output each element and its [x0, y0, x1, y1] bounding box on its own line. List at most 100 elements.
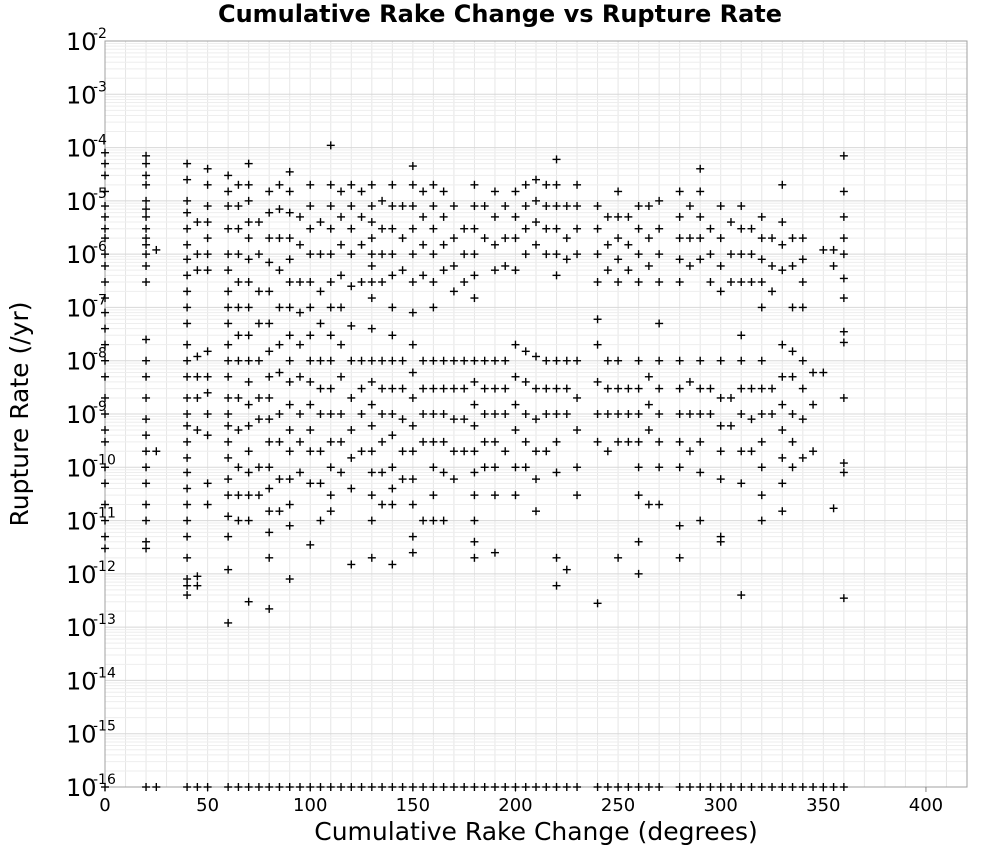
- data-point: [101, 148, 109, 157]
- data-point: [511, 234, 520, 243]
- data-point: [367, 491, 376, 500]
- y-tick-exponent: -5: [93, 186, 107, 202]
- data-point: [788, 347, 797, 356]
- y-tick-exponent: -12: [93, 559, 116, 575]
- data-point: [398, 447, 407, 456]
- data-point: [244, 159, 253, 168]
- data-point: [408, 308, 417, 317]
- data-point: [644, 500, 653, 509]
- data-point: [183, 410, 192, 418]
- data-point: [347, 282, 356, 291]
- data-point: [675, 437, 684, 446]
- data-point: [224, 202, 233, 211]
- data-point: [429, 410, 438, 418]
- data-point: [768, 234, 777, 243]
- data-point: [357, 783, 366, 791]
- data-point: [142, 205, 151, 214]
- data-point: [388, 331, 397, 340]
- data-point: [265, 463, 274, 472]
- data-point: [378, 224, 387, 233]
- data-point: [552, 224, 561, 233]
- data-point: [716, 783, 725, 791]
- data-point: [378, 250, 387, 259]
- data-point: [183, 159, 192, 168]
- data-point: [573, 426, 582, 435]
- data-point: [798, 415, 807, 424]
- data-point: [839, 327, 848, 336]
- data-point: [244, 468, 253, 477]
- data-point: [624, 240, 633, 249]
- data-point: [244, 356, 253, 365]
- data-point: [624, 437, 633, 446]
- data-point: [470, 421, 479, 430]
- data-point: [757, 234, 766, 243]
- data-point: [388, 271, 397, 280]
- data-point: [778, 479, 787, 488]
- data-point: [347, 250, 356, 259]
- data-point: [295, 410, 304, 418]
- data-markers: [101, 141, 848, 791]
- data-point: [419, 384, 428, 393]
- data-point: [470, 537, 479, 546]
- data-point: [675, 553, 684, 562]
- data-point: [634, 250, 643, 259]
- data-point: [470, 271, 479, 280]
- data-point: [142, 431, 151, 440]
- data-point: [449, 261, 458, 270]
- data-point: [419, 516, 428, 525]
- data-point: [101, 234, 109, 243]
- data-point: [306, 224, 315, 233]
- data-point: [142, 447, 151, 456]
- data-point: [224, 340, 233, 349]
- data-point: [490, 187, 499, 196]
- y-tick-label: 10: [66, 667, 97, 695]
- data-point: [439, 240, 448, 249]
- data-point: [839, 468, 848, 477]
- data-point: [757, 212, 766, 221]
- data-point: [295, 372, 304, 381]
- data-point: [295, 783, 304, 791]
- chart-title: Cumulative Rake Change vs Rupture Rate: [218, 0, 782, 28]
- data-point: [367, 356, 376, 365]
- data-point: [347, 393, 356, 402]
- data-point: [634, 278, 643, 287]
- data-point: [778, 218, 787, 227]
- data-point: [685, 783, 694, 791]
- data-point: [716, 475, 725, 484]
- data-point: [480, 463, 489, 472]
- data-point: [675, 384, 684, 393]
- data-point: [778, 266, 787, 275]
- data-point: [337, 271, 346, 280]
- data-point: [449, 475, 458, 484]
- data-point: [378, 468, 387, 477]
- data-point: [193, 426, 202, 435]
- data-point: [480, 384, 489, 393]
- data-point: [757, 491, 766, 500]
- data-point: [655, 278, 664, 287]
- data-point: [798, 356, 807, 365]
- y-axis-ticks: 10-210-310-410-510-610-710-810-910-1010-…: [66, 26, 116, 802]
- data-point: [326, 356, 335, 365]
- data-point: [408, 250, 417, 259]
- data-point: [655, 356, 664, 365]
- data-point: [347, 180, 356, 189]
- data-point: [593, 599, 602, 608]
- data-point: [552, 250, 561, 259]
- data-point: [316, 516, 325, 525]
- data-point: [634, 491, 643, 500]
- data-point: [798, 255, 807, 264]
- data-point: [224, 475, 233, 484]
- data-point: [254, 783, 263, 791]
- data-point: [224, 437, 233, 446]
- data-point: [398, 384, 407, 393]
- data-point: [101, 372, 109, 381]
- x-tick-label: 0: [99, 795, 110, 816]
- data-point: [839, 187, 848, 196]
- data-point: [521, 437, 530, 446]
- data-point: [501, 447, 510, 456]
- data-point: [634, 384, 643, 393]
- data-point: [142, 159, 151, 168]
- data-point: [706, 410, 715, 418]
- data-point: [449, 287, 458, 296]
